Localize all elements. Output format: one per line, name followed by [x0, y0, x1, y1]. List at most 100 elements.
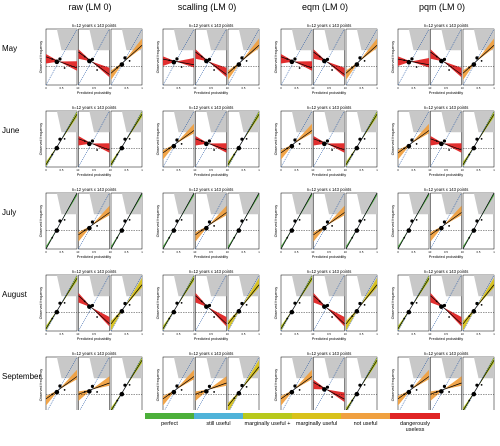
regression-line	[162, 58, 195, 66]
observed-point	[439, 225, 444, 231]
panel-header: n=12 years x 143 points	[307, 269, 352, 274]
x-tick-label: 0.5	[177, 250, 181, 254]
x-tick-label: 1	[344, 168, 346, 172]
observed-point	[236, 391, 242, 396]
row-label-may: May	[2, 44, 18, 53]
grey-zone	[441, 275, 462, 297]
regression-line	[227, 44, 260, 74]
skill-wedge-left	[398, 389, 412, 406]
y-axis-label: Observed frequency	[274, 369, 278, 402]
observed-point	[415, 218, 418, 221]
skill-wedge-right	[124, 38, 142, 62]
observed-point	[358, 383, 362, 387]
observed-point	[363, 383, 366, 386]
observed-point	[363, 304, 366, 306]
observed-point	[331, 225, 333, 227]
perfect-reliability-line	[227, 274, 260, 332]
x-axis-label: Predicted probability	[77, 91, 112, 95]
observed-point	[204, 141, 209, 147]
y-axis-label: Observed frequency	[39, 41, 43, 74]
observed-point	[442, 220, 447, 224]
x-tick-label: 0	[78, 86, 80, 90]
x-tick-label: 0	[78, 332, 80, 336]
grey-zone	[441, 29, 462, 51]
observed-point	[83, 229, 86, 232]
x-tick-label: 0.5	[327, 250, 331, 254]
x-tick-label: 1	[428, 168, 430, 172]
observed-point	[119, 228, 125, 233]
skill-wedge-left	[46, 389, 60, 406]
observed-point	[90, 384, 95, 388]
observed-point	[83, 391, 86, 393]
legend-label-not-useful: not useful	[353, 421, 378, 427]
observed-point	[331, 396, 333, 398]
observed-point	[207, 303, 212, 308]
grey-zone	[356, 193, 377, 215]
x-axis-label: Predicted probability	[194, 337, 229, 341]
grey-zone	[173, 29, 194, 51]
x-tick-label: 0	[462, 332, 464, 336]
x-tick-label: 1	[493, 168, 495, 172]
panel-header: n=12 years x 143 points	[307, 23, 352, 28]
skill-wedge-right	[208, 376, 227, 390]
x-tick-label: 0	[313, 86, 315, 90]
legend-label-marginally-useful: marginally useful	[295, 421, 338, 427]
column-title-raw: raw (LM 0)	[68, 2, 112, 12]
x-tick-label: 1	[461, 332, 463, 336]
perfect-reliability-line	[282, 356, 313, 410]
x-tick-label: 1	[109, 168, 111, 172]
x-tick-label: 1	[376, 168, 378, 172]
panel-header: n=12 years x 143 points	[307, 351, 352, 356]
observed-point	[289, 143, 295, 149]
x-tick-label: 0	[110, 250, 112, 254]
observed-point	[204, 304, 209, 309]
observed-point	[83, 140, 86, 142]
observed-point	[233, 397, 236, 400]
observed-point	[448, 69, 450, 71]
observed-point	[54, 59, 60, 65]
x-axis-label: Predicted probability	[429, 91, 464, 95]
observed-point	[240, 56, 244, 60]
panel-header: n=12 years x 143 points	[72, 187, 117, 192]
y-axis-label: Observed frequency	[156, 41, 160, 74]
observed-point	[233, 236, 236, 239]
observed-point	[468, 66, 471, 69]
legend-label-dangerously-useless: dangerously useless	[400, 421, 430, 433]
observed-point	[240, 383, 244, 388]
x-tick-label: 0.5	[125, 86, 129, 90]
skill-wedge-right	[443, 205, 462, 226]
observed-point	[51, 317, 54, 320]
perfect-reliability-line	[162, 28, 195, 86]
skill-wedge-right	[59, 369, 77, 390]
x-tick-label: 0.5	[360, 168, 364, 172]
observed-point	[403, 236, 406, 239]
x-tick-label: 0.5	[60, 168, 64, 172]
grey-zone	[291, 357, 312, 379]
observed-point	[358, 219, 362, 223]
observed-point	[245, 60, 248, 62]
observed-point	[128, 304, 131, 306]
legend-swatch-marginally-useful	[292, 413, 341, 419]
x-tick-label: 0.5	[327, 332, 331, 336]
regression-line	[45, 376, 78, 400]
perfect-reliability-line	[195, 274, 227, 332]
observed-point	[204, 389, 209, 394]
x-tick-label: 1	[226, 250, 228, 254]
legend-swatch-dangerously-useless	[390, 413, 440, 419]
perfect-reliability-line	[78, 274, 110, 332]
regression-line	[313, 295, 345, 324]
perfect-reliability-line	[462, 274, 495, 332]
grey-zone	[56, 111, 77, 133]
skill-wedge-right	[91, 205, 110, 226]
observed-point	[123, 56, 127, 60]
perfect-reliability-line	[78, 192, 110, 250]
grey-zone	[356, 357, 377, 379]
observed-point	[240, 301, 244, 306]
observed-point	[480, 383, 483, 386]
regression-line	[110, 44, 143, 74]
observed-point	[83, 300, 86, 303]
skill-wedge-right	[326, 61, 345, 78]
observed-point	[363, 218, 366, 221]
skill-wedge-right	[294, 123, 312, 144]
observed-point	[471, 145, 477, 151]
